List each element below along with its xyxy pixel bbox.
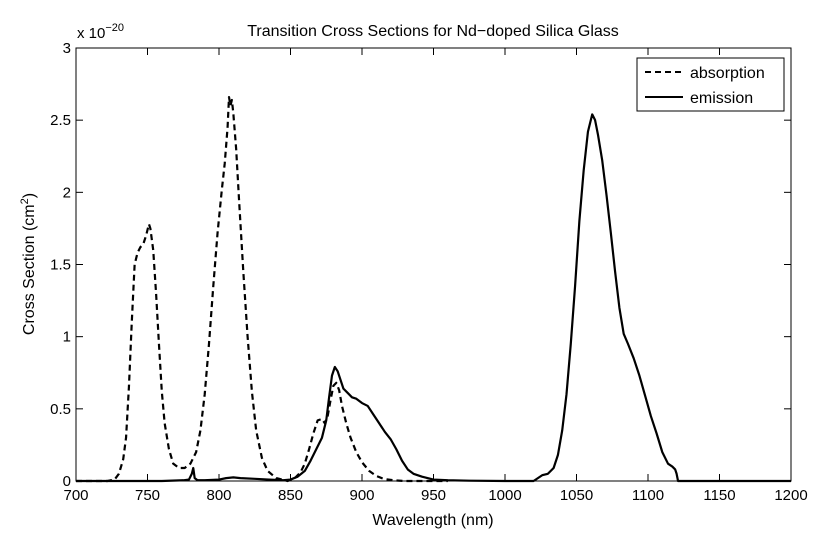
svg-text:x 10−20: x 10−20 xyxy=(77,22,124,42)
y-tick-label: 1.5 xyxy=(50,257,71,274)
x-tick-label: 1100 xyxy=(632,487,664,504)
x-tick-label: 1150 xyxy=(703,487,735,504)
series-line-emission xyxy=(76,113,791,483)
x-tick-label: 900 xyxy=(349,487,374,504)
legend-label-emission: emission xyxy=(690,90,753,107)
y-exponent-base: x 10 xyxy=(77,25,105,42)
y-axis-title: Cross Section (cm2) xyxy=(19,193,38,335)
y-axis-title-sup: 2 xyxy=(19,198,31,204)
y-tick-label: 3 xyxy=(63,40,71,57)
series-line-absorption xyxy=(76,95,448,483)
y-tick-label: 1 xyxy=(63,329,71,346)
legend: absorption emission xyxy=(636,57,785,112)
x-tick-label: 700 xyxy=(63,487,88,504)
y-tick-label: 2 xyxy=(63,184,71,201)
y-axis-exponent: x 10−20 xyxy=(77,22,124,42)
svg-text:Cross Section (cm2): Cross Section (cm2) xyxy=(19,193,38,335)
y-axis-title-end: ) xyxy=(21,193,38,198)
x-tick-label: 800 xyxy=(206,487,231,504)
x-tick-label: 1050 xyxy=(560,487,593,504)
x-tick-label: 850 xyxy=(278,487,303,504)
chart-title: Transition Cross Sections for Nd−doped S… xyxy=(247,23,619,40)
x-tick-label: 750 xyxy=(135,487,160,504)
legend-label-absorption: absorption xyxy=(690,65,765,82)
x-tick-label: 1000 xyxy=(488,487,521,504)
x-tick-label: 950 xyxy=(421,487,446,504)
x-tick-label: 1200 xyxy=(774,487,807,504)
x-axis-title: Wavelength (nm) xyxy=(372,512,493,529)
plot-frame xyxy=(75,47,792,482)
legend-box xyxy=(636,57,785,112)
y-tick-label: 0 xyxy=(63,473,71,490)
y-axis-title-main: Cross Section (cm xyxy=(21,204,38,335)
axis-ticks: 700 750 800 850 900 950 1000 1050 1100 1150 1200 0 0… xyxy=(50,40,808,504)
y-tick-label: 2.5 xyxy=(50,112,71,129)
plot-area xyxy=(76,95,791,483)
y-exponent-power: −20 xyxy=(105,22,124,34)
y-tick-label: 0.5 xyxy=(50,401,71,418)
